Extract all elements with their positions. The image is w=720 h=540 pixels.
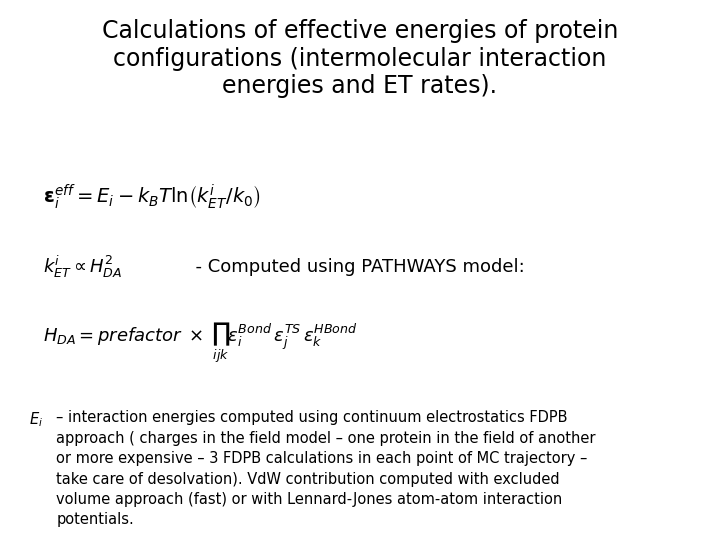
Text: – interaction energies computed using continuum electrostatics FDPB
approach ( c: – interaction energies computed using co… xyxy=(56,410,595,528)
Text: $E_i$: $E_i$ xyxy=(29,410,42,429)
Text: $k_{ET}^i \propto H_{DA}^2$: $k_{ET}^i \propto H_{DA}^2$ xyxy=(43,254,122,280)
Text: - Computed using PATHWAYS model:: - Computed using PATHWAYS model: xyxy=(184,258,524,276)
Text: $H_{DA} = \mathit{prefactor} \;\times\; \prod_{ijk} \varepsilon_i^{\mathit{Bond}: $H_{DA} = \mathit{prefactor} \;\times\; … xyxy=(43,321,358,365)
Text: $\boldsymbol{\varepsilon}_i^{eff} = E_i - k_B T \ln\!\left(k_{ET}^i / k_0\right): $\boldsymbol{\varepsilon}_i^{eff} = E_i … xyxy=(43,183,261,212)
Text: Calculations of effective energies of protein
configurations (intermolecular int: Calculations of effective energies of pr… xyxy=(102,19,618,98)
